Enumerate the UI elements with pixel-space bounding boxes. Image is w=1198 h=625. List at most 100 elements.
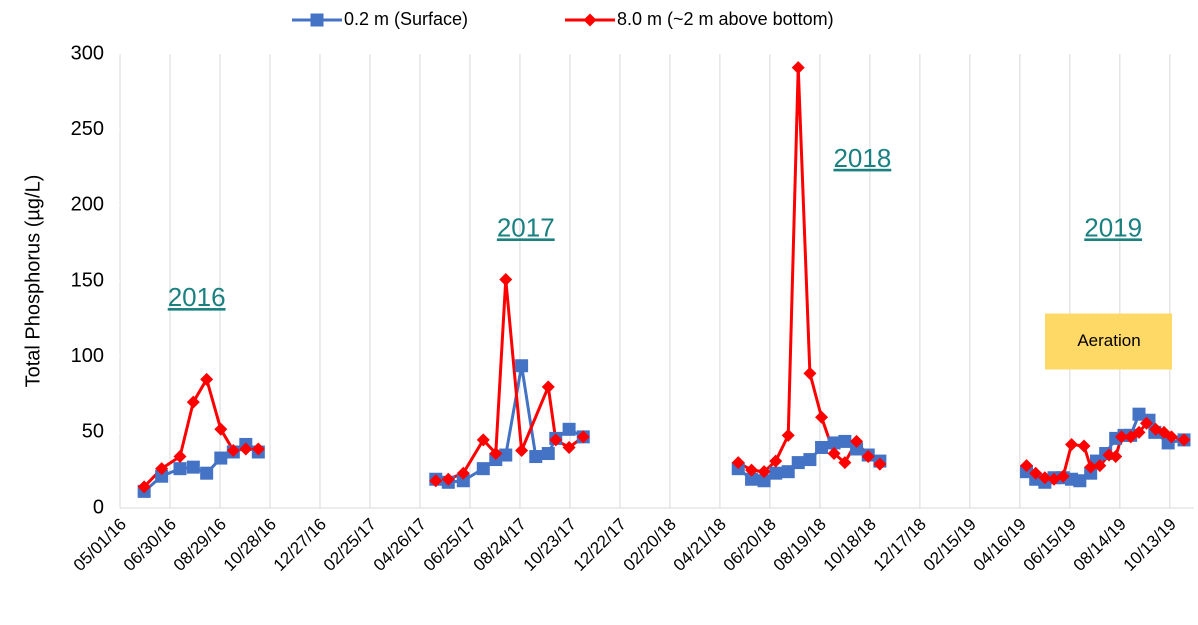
series-line	[143, 66, 1185, 488]
marker	[226, 443, 240, 457]
marker	[456, 466, 470, 480]
marker	[1056, 469, 1070, 483]
x-tick-label: 10/23/17	[520, 515, 580, 575]
marker	[1065, 437, 1079, 451]
marker	[499, 272, 513, 286]
marker	[1140, 416, 1154, 430]
marker	[200, 372, 214, 386]
marker	[239, 442, 253, 456]
y-axis-label: Total Phosphorus (µg/L)	[22, 175, 44, 388]
x-tick-label: 05/01/16	[70, 515, 130, 575]
marker	[781, 465, 795, 479]
marker	[1177, 433, 1191, 447]
x-tick-label: 06/15/19	[1020, 515, 1080, 575]
marker	[1073, 474, 1087, 488]
marker	[803, 366, 817, 380]
marker	[1029, 466, 1043, 480]
marker	[1093, 459, 1107, 473]
x-tick-label: 06/30/16	[120, 515, 180, 575]
y-tick-label: 50	[82, 421, 104, 443]
marker	[873, 457, 887, 471]
marker	[757, 474, 771, 488]
marker	[137, 480, 151, 494]
marker	[791, 456, 805, 470]
x-tick-label: 06/20/18	[720, 515, 780, 575]
marker	[791, 61, 805, 75]
y-tick-label: 250	[71, 118, 104, 140]
x-tick-label: 12/22/17	[570, 515, 630, 575]
legend-label: 0.2 m (Surface)	[344, 9, 468, 29]
marker	[186, 460, 200, 474]
x-tick-label: 06/25/17	[420, 515, 480, 575]
marker	[186, 395, 200, 409]
x-tick-label: 02/25/17	[320, 515, 380, 575]
marker	[541, 380, 555, 394]
marker	[562, 422, 576, 436]
marker	[515, 443, 529, 457]
marker	[827, 447, 841, 461]
x-tick-label: 08/14/19	[1070, 515, 1130, 575]
marker	[155, 462, 169, 476]
marker	[745, 463, 759, 477]
y-tick-label: 0	[93, 496, 104, 518]
y-tick-label: 100	[71, 345, 104, 367]
marker	[251, 442, 265, 456]
marker	[745, 472, 759, 486]
marker	[529, 450, 543, 464]
marker	[429, 474, 443, 488]
x-tick-label: 08/29/16	[170, 515, 230, 575]
marker	[757, 465, 771, 479]
x-tick-label: 12/17/18	[870, 515, 930, 575]
marker	[1132, 407, 1146, 421]
legend-marker	[583, 13, 597, 27]
annotation: 2016	[168, 282, 226, 312]
x-tick-label: 08/19/18	[770, 515, 830, 575]
x-tick-label: 04/16/19	[970, 515, 1030, 575]
marker	[769, 454, 783, 468]
marker	[549, 433, 563, 447]
marker	[214, 422, 228, 436]
marker	[838, 456, 852, 470]
marker	[562, 440, 576, 454]
marker	[769, 466, 783, 480]
x-tick-label: 12/27/16	[270, 515, 330, 575]
marker	[1020, 459, 1034, 473]
legend-marker	[310, 13, 324, 27]
annotation: 2019	[1084, 212, 1142, 242]
marker	[1115, 430, 1129, 444]
marker	[827, 436, 841, 450]
marker	[155, 469, 169, 483]
marker	[515, 359, 529, 373]
marker	[1077, 439, 1091, 453]
x-tick-label: 10/28/16	[220, 515, 280, 575]
marker	[1132, 425, 1146, 439]
x-tick-label: 04/21/18	[670, 515, 730, 575]
marker	[576, 430, 590, 444]
marker	[541, 447, 555, 461]
marker	[214, 451, 228, 465]
annotation: 2017	[497, 212, 555, 242]
x-tick-label: 08/24/17	[470, 515, 530, 575]
marker	[731, 456, 745, 470]
x-tick-label: 10/18/18	[820, 515, 880, 575]
annotation-box	[1045, 313, 1173, 370]
x-tick-label: 10/13/19	[1120, 515, 1180, 575]
marker	[173, 462, 187, 476]
marker	[489, 447, 503, 461]
marker	[781, 428, 795, 442]
marker	[200, 466, 214, 480]
marker	[838, 434, 852, 448]
marker	[456, 474, 470, 488]
x-tick-label: 02/20/18	[620, 515, 680, 575]
marker	[1038, 471, 1052, 485]
marker	[803, 453, 817, 467]
marker	[815, 440, 829, 454]
marker	[850, 434, 864, 448]
x-tick-label: 04/26/17	[370, 515, 430, 575]
annotation: 2018	[833, 143, 891, 173]
marker	[850, 442, 864, 456]
marker	[441, 472, 455, 486]
marker	[476, 433, 490, 447]
y-tick-label: 200	[71, 194, 104, 216]
